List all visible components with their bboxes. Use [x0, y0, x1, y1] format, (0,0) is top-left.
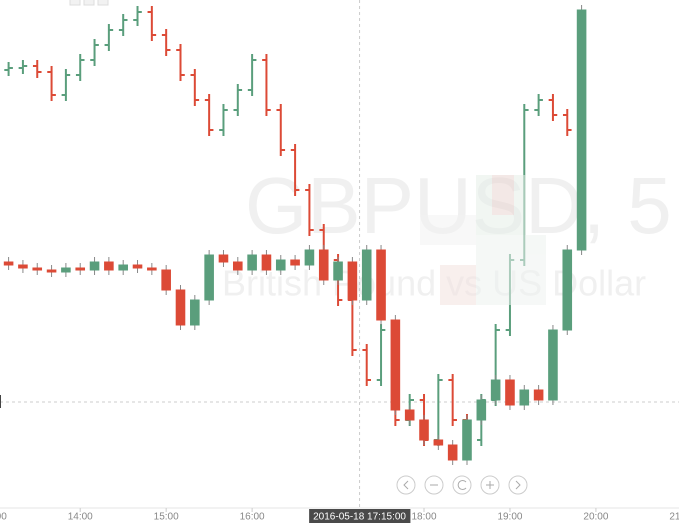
toolbar-button[interactable]	[69, 0, 81, 6]
candle-body	[232, 261, 243, 271]
candle-body	[204, 254, 214, 301]
candle-body	[118, 264, 128, 271]
candle-body	[562, 249, 573, 331]
candle-body	[304, 249, 315, 266]
candle-body	[361, 249, 372, 301]
x-tick-label: 14:00	[68, 512, 93, 523]
candle-body	[147, 267, 157, 271]
candle-body	[218, 254, 229, 263]
candle-body	[161, 269, 171, 291]
candle-body	[533, 389, 544, 401]
candle-body	[89, 261, 100, 271]
candle-body	[476, 399, 487, 421]
zoom-icons	[403, 480, 521, 490]
candle-body	[519, 389, 530, 406]
x-tick-label: 21:00	[669, 512, 679, 523]
candle-body	[290, 259, 300, 266]
candle-body	[275, 259, 286, 271]
crosshair-label-bg	[309, 509, 411, 523]
candle-body	[18, 264, 28, 269]
scroll-right-button[interactable]	[508, 475, 528, 495]
candle-body	[576, 9, 587, 251]
candle-body	[347, 261, 358, 301]
candle-body	[32, 267, 43, 271]
scroll-left-button[interactable]	[396, 475, 416, 495]
reset-button[interactable]	[452, 475, 472, 495]
blur-block	[420, 215, 476, 245]
candle-body	[419, 419, 429, 441]
candle-body	[548, 329, 558, 401]
candle-body	[390, 319, 401, 411]
candle-body	[376, 249, 386, 321]
blur-block	[476, 235, 546, 305]
plot-area	[0, 0, 679, 508]
x-tick-label: 19:00	[497, 512, 522, 523]
candle-body	[46, 269, 57, 273]
pixelation-overlay	[420, 175, 546, 305]
watermark-description: British Pound vs US Dollar	[222, 263, 646, 304]
x-tick-label: 18:00	[412, 512, 437, 523]
candle-body	[318, 249, 329, 281]
candle-body	[447, 444, 458, 461]
candle-body	[61, 267, 71, 273]
candle-body	[104, 261, 114, 271]
candle-body	[333, 261, 343, 281]
candle-body	[261, 254, 272, 271]
toolbar-button[interactable]	[83, 0, 95, 6]
candle-body	[505, 379, 515, 406]
x-tick-label: 20:00	[583, 512, 608, 523]
x-tick-label: 13:00	[0, 512, 7, 523]
candle-body	[3, 261, 14, 266]
candle-body	[247, 254, 257, 271]
candle-body	[462, 419, 472, 461]
candle-body	[404, 409, 415, 421]
toolbar	[69, 0, 109, 6]
candle-body	[132, 264, 143, 269]
candle-body	[433, 439, 444, 446]
candle-body	[490, 379, 501, 401]
candle-body	[190, 299, 200, 326]
x-tick-label: 15:00	[154, 512, 179, 523]
toolbar-button[interactable]	[97, 0, 109, 6]
crosshair-label: 2016-05-18 17:15:00	[313, 512, 406, 523]
x-tick-label: 16:00	[240, 512, 265, 523]
candle-body	[75, 267, 86, 271]
blur-block	[440, 265, 476, 305]
candle-body	[175, 289, 186, 326]
zoom-controls	[396, 475, 528, 495]
blur-block	[492, 175, 514, 215]
